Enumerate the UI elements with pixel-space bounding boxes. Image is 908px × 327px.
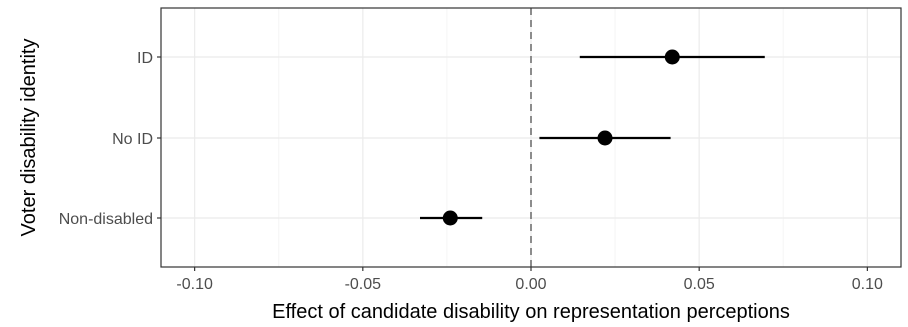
y-tick-label: Non-disabled	[59, 211, 153, 228]
y-axis-title: Voter disability identity	[18, 39, 40, 237]
y-tick-label: No ID	[112, 131, 153, 148]
x-tick-label: -0.05	[345, 276, 382, 293]
x-tick-label: -0.10	[176, 276, 213, 293]
y-tick-label: ID	[137, 50, 153, 67]
marks-layer	[420, 49, 765, 226]
x-tick-label: 0.00	[515, 276, 546, 293]
x-axis: -0.10 -0.05 0.00 0.05 0.10	[176, 267, 883, 293]
x-axis-title: Effect of candidate disability on repres…	[272, 301, 790, 323]
y-axis: ID No ID Non-disabled	[59, 50, 161, 228]
point-no-id	[597, 130, 613, 146]
point-id	[664, 49, 680, 65]
x-tick-label: 0.10	[852, 276, 883, 293]
point-non-disabled	[442, 210, 458, 226]
x-tick-label: 0.05	[684, 276, 715, 293]
